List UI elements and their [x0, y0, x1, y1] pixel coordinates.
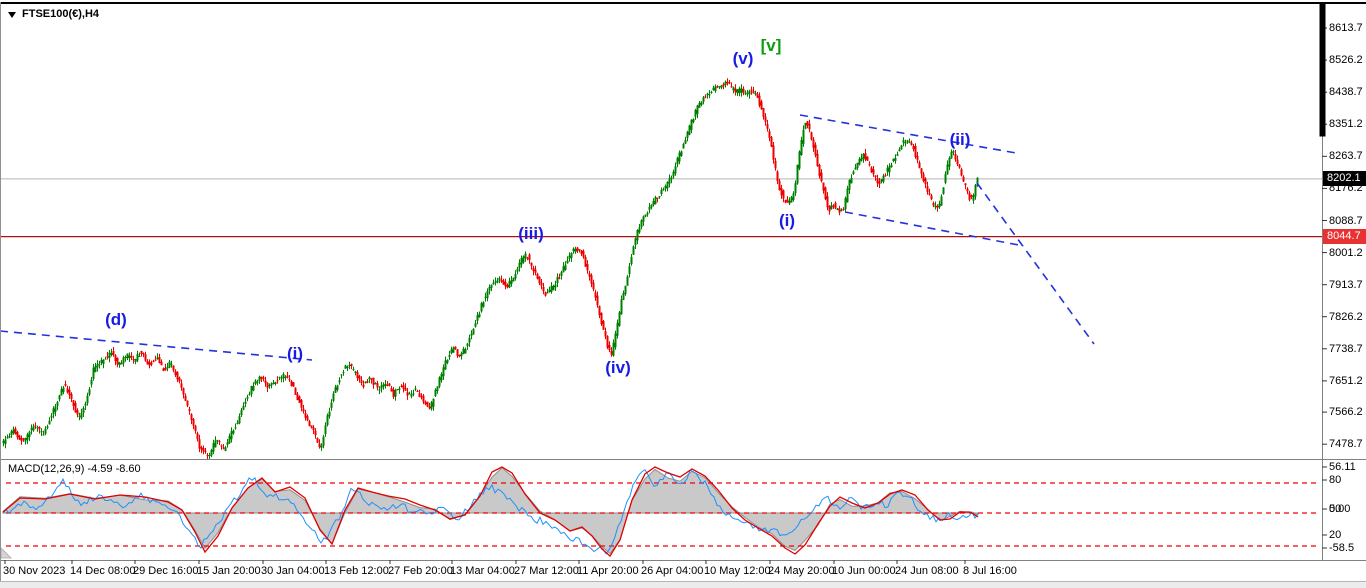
candles-layer[interactable]: [2, 78, 979, 460]
macd-histogram: [2, 467, 979, 555]
time-axis-label: 26 Apr 04:00: [641, 565, 704, 577]
time-axis-label: 8 Jul 16:00: [963, 565, 1017, 577]
macd-axis-label: -58.5: [1329, 542, 1355, 554]
symbol-label[interactable]: FTSE100(€),H4: [22, 8, 100, 20]
trendlines-layer[interactable]: [0, 114, 1095, 361]
current-price-badge: 8202.1: [1323, 171, 1366, 187]
price-axis-label: 7738.7: [1329, 342, 1363, 355]
price-axis-label: 8001.2: [1329, 246, 1363, 259]
macd-indicator-label: MACD(12,26,9) -4.59 -8.60: [8, 463, 141, 475]
macd-axis-label: 56.11: [1329, 461, 1356, 473]
symbol-dropdown-icon[interactable]: [8, 12, 16, 18]
time-axis-label: 29 Dec 16:00: [133, 565, 199, 577]
time-axis-label: 24 Jun 08:00: [895, 565, 959, 577]
wave-label-ii[interactable]: (ii): [949, 130, 971, 149]
time-axis-label: 13 Mar 04:00: [450, 565, 515, 577]
wave-label-i[interactable]: (i): [286, 344, 304, 363]
wave-label-v[interactable]: (v): [732, 49, 754, 68]
time-axis-label: 11 Apr 20:00: [577, 565, 639, 577]
time-axis-label: 24 May 20:00: [768, 565, 835, 577]
window-bottom-strip: [0, 581, 1366, 588]
price-axis-label: 7913.7: [1329, 278, 1363, 291]
window-left-border: [0, 2, 1, 581]
resize-grip-icon[interactable]: [0, 547, 12, 559]
macd-axis-label: 20: [1329, 529, 1342, 541]
time-axis-label: 30 Nov 2023: [3, 565, 66, 577]
price-axis-label: 8176.2: [1329, 182, 1363, 195]
price-axis-label: 8613.7: [1329, 22, 1363, 34]
window-top-border: [0, 2, 1366, 4]
price-axis-label: 8438.7: [1329, 86, 1363, 99]
wave-label-v-bracket[interactable]: [v]: [760, 36, 782, 55]
time-axis-label: 10 Jun 00:00: [832, 565, 896, 577]
time-axis-label: 14 Dec 08:00: [70, 565, 136, 577]
macd-axis-label: 50: [1329, 503, 1342, 515]
macd-layer: [2, 466, 1320, 557]
wave-label-iii[interactable]: (iii): [518, 224, 544, 243]
time-axis-label: 15 Jan 20:00: [197, 565, 261, 577]
wave-label-i[interactable]: (i): [778, 211, 796, 230]
macd-axis-label: 80: [1329, 474, 1342, 486]
wave-label-d[interactable]: (d): [105, 310, 127, 329]
time-axis-label: 30 Jan 04:00: [261, 565, 325, 577]
time-axis-label: 27 Mar 12:00: [514, 565, 579, 577]
price-axis-label: 8263.7: [1329, 150, 1363, 163]
price-axis-label: 7478.7: [1329, 438, 1363, 451]
macd-signal-line: [2, 466, 979, 557]
price-axis-label: 7651.2: [1329, 374, 1363, 387]
macd-axis-label: 0.00: [1329, 503, 1351, 515]
macd-main-line: [2, 468, 979, 555]
scrollbar-thumb[interactable]: [1319, 3, 1326, 137]
time-axis-label: 10 May 12:00: [704, 565, 771, 577]
hline-price-badge: 8044.7: [1323, 229, 1366, 245]
time-axis-label: 13 Feb 12:00: [324, 565, 389, 577]
price-axis-label: 8351.2: [1329, 118, 1363, 131]
chrome-layer: [0, 3, 1366, 564]
price-axis-label: 7826.2: [1329, 310, 1363, 323]
time-axis-label: 27 Feb 20:00: [388, 565, 453, 577]
wave-label-iv[interactable]: (iv): [605, 358, 631, 377]
price-axis-label: 8526.2: [1329, 54, 1363, 67]
price-axis-label: 7566.2: [1329, 406, 1363, 419]
price-axis-label: 8088.7: [1329, 214, 1363, 227]
